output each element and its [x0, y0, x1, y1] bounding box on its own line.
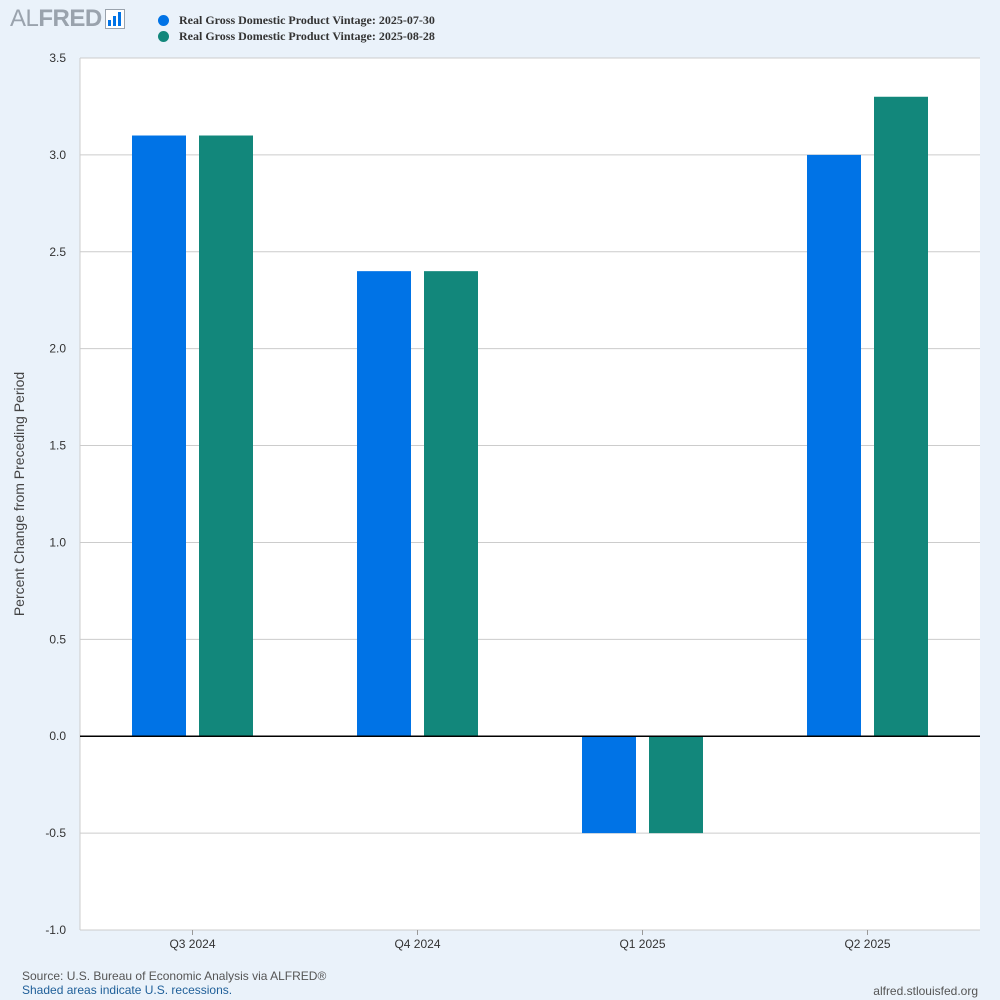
logo-prefix: AL [10, 5, 39, 32]
legend-label-series-2: Real Gross Domestic Product Vintage: 202… [179, 28, 435, 43]
bar-series-2-q1-2025 [649, 736, 703, 834]
y-tick-label: 2.5 [49, 245, 66, 259]
bar-series-2-q4-2024 [424, 271, 478, 737]
bar-series-2-q2-2025 [874, 96, 928, 737]
bar-series-1-q2-2025 [807, 154, 861, 737]
y-tick-label: 1.0 [49, 535, 66, 549]
y-tick-label: 3.0 [49, 148, 66, 162]
y-tick-label: 0.0 [49, 729, 66, 743]
y-tick-label: -1.0 [45, 923, 66, 937]
y-tick-label: 1.5 [49, 439, 66, 453]
y-axis-title: Percent Change from Preceding Period [11, 372, 27, 616]
chart-legend: Real Gross Domestic Product Vintage: 202… [158, 12, 435, 44]
x-tick-label: Q3 2024 [169, 937, 215, 951]
source-note: Source: U.S. Bureau of Economic Analysis… [22, 969, 327, 983]
y-tick-label: 0.5 [49, 632, 66, 646]
bar-series-1-q4-2024 [357, 271, 411, 737]
bar-series-1-q1-2025 [582, 736, 636, 834]
recession-note[interactable]: Shaded areas indicate U.S. recessions. [22, 983, 233, 997]
x-tick-label: Q2 2025 [844, 937, 890, 951]
logo-main: FRED [38, 5, 102, 32]
y-tick-label: 3.5 [49, 51, 66, 65]
x-tick-label: Q1 2025 [619, 937, 665, 951]
alfred-logo[interactable]: AL FRED [10, 6, 125, 32]
bar-series-1-q3-2024 [132, 135, 186, 737]
legend-item-series-2[interactable]: Real Gross Domestic Product Vintage: 202… [158, 28, 435, 44]
legend-swatch-series-1 [158, 14, 169, 26]
y-tick-label: -0.5 [45, 826, 66, 840]
site-link[interactable]: alfred.stlouisfed.org [873, 984, 978, 998]
x-tick-label: Q4 2024 [394, 937, 440, 951]
legend-swatch-series-2 [158, 30, 169, 42]
footer-notes: Source: U.S. Bureau of Economic Analysis… [22, 969, 326, 997]
legend-label-series-1: Real Gross Domestic Product Vintage: 202… [179, 12, 435, 27]
bar-series-2-q3-2024 [199, 135, 253, 737]
y-tick-label: 2.0 [49, 342, 66, 356]
legend-item-series-1[interactable]: Real Gross Domestic Product Vintage: 202… [158, 12, 435, 28]
bar-chart-icon [104, 9, 125, 29]
